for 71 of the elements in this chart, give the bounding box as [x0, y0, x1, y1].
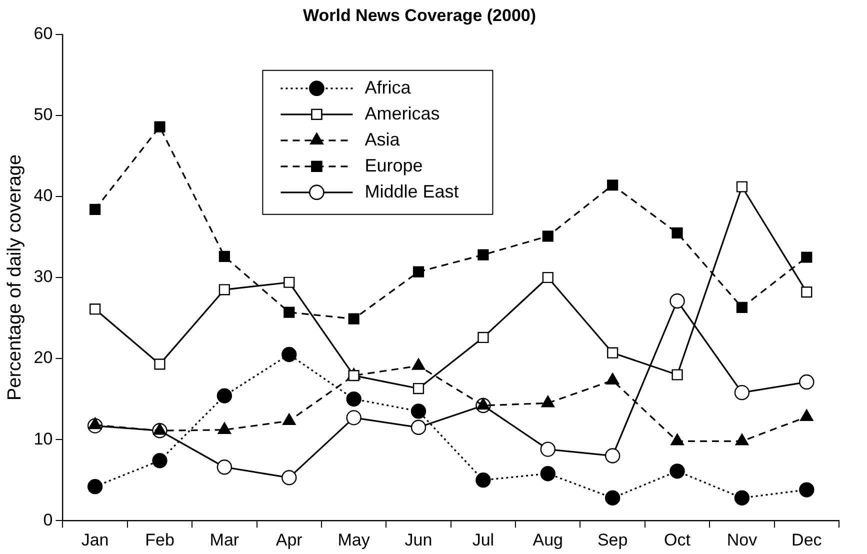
point — [348, 370, 360, 382]
y-tick-label: 60 — [34, 24, 53, 44]
x-tick-label: Nov — [726, 530, 758, 550]
point — [154, 358, 166, 370]
point — [478, 332, 489, 344]
x-tick-label: Mar — [210, 530, 240, 550]
point — [736, 181, 748, 192]
point — [801, 252, 812, 263]
chart-title: World News Coverage (2000) — [302, 6, 536, 25]
point — [604, 448, 620, 464]
point — [607, 347, 618, 358]
y-tick-label: 10 — [34, 429, 53, 448]
point — [734, 384, 750, 400]
point — [410, 420, 426, 436]
x-tick-label: May — [338, 530, 370, 550]
x-tick-label: Apr — [276, 530, 303, 550]
point — [542, 272, 554, 284]
point — [87, 478, 103, 494]
point — [218, 284, 230, 296]
point — [410, 404, 426, 419]
point — [90, 304, 101, 315]
point — [346, 410, 362, 426]
point — [412, 266, 424, 278]
point — [282, 346, 297, 362]
point — [672, 369, 683, 380]
point — [736, 302, 748, 314]
x-tick-label: Jun — [404, 530, 432, 550]
x-tick-label: Sep — [597, 530, 628, 550]
point — [218, 250, 230, 262]
point — [607, 180, 618, 191]
x-tick-label: Oct — [664, 530, 691, 550]
point — [799, 374, 814, 390]
y-tick-label: 30 — [34, 267, 53, 286]
point — [348, 313, 360, 324]
point — [734, 490, 750, 506]
point — [216, 388, 232, 404]
point — [799, 482, 814, 498]
point — [478, 249, 489, 260]
point — [282, 470, 297, 486]
point — [670, 464, 685, 479]
y-tick-label: 20 — [34, 348, 53, 368]
point — [801, 286, 812, 298]
x-tick-label: Aug — [532, 530, 564, 550]
point — [152, 453, 168, 468]
legend-label: Europe — [364, 155, 423, 176]
x-tick-label: Feb — [145, 530, 174, 550]
point — [476, 472, 491, 488]
x-tick-label: Jan — [81, 530, 109, 550]
point — [284, 306, 295, 318]
point — [670, 293, 685, 309]
point — [154, 121, 166, 132]
point — [604, 490, 620, 506]
legend-label: Asia — [364, 129, 401, 150]
point — [412, 382, 424, 394]
point — [542, 230, 554, 242]
x-tick-label: Jul — [472, 530, 494, 550]
y-tick-label: 50 — [34, 105, 53, 124]
point — [672, 227, 683, 238]
point — [216, 460, 232, 475]
legend-label: Middle East — [364, 181, 459, 202]
point — [540, 442, 556, 457]
legend-label: Americas — [364, 103, 440, 124]
x-tick-label: Dec — [792, 530, 822, 550]
point — [90, 204, 101, 215]
y-axis-title: Percentage of daily coverage — [4, 154, 26, 401]
point — [346, 391, 362, 407]
y-tick-label: 40 — [34, 186, 53, 206]
legend-label: Africa — [364, 77, 412, 98]
point — [284, 276, 295, 288]
point — [540, 466, 556, 482]
y-tick-label: 0 — [43, 510, 53, 530]
